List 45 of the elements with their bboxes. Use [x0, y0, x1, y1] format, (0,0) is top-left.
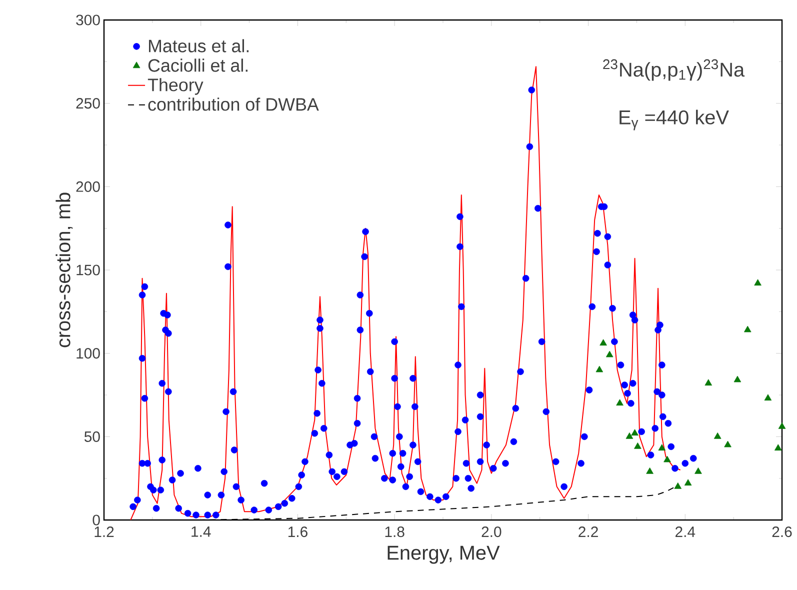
x-tick-label: 1.6 — [288, 526, 308, 538]
y-tick-label: 100 — [76, 348, 100, 359]
x-axis-title: Energy, MeV — [388, 546, 500, 564]
point — [658, 444, 666, 451]
point — [631, 429, 638, 436]
point — [664, 456, 671, 462]
legend-label: Theory — [148, 78, 204, 95]
legend-label: Caciolli et al. — [148, 58, 248, 72]
point — [684, 479, 692, 486]
x-tick-label: 2.0 — [482, 526, 502, 538]
point — [674, 482, 682, 489]
y-tick-label: 200 — [76, 181, 100, 192]
point — [616, 399, 624, 406]
point — [734, 376, 742, 382]
point — [764, 394, 772, 401]
point — [778, 422, 786, 429]
point — [634, 442, 642, 449]
point — [606, 350, 614, 358]
x-tick-label: 2.2 — [578, 526, 598, 537]
x-tick-label: 2.6 — [772, 526, 792, 538]
point — [704, 379, 712, 386]
point — [724, 440, 732, 448]
point — [714, 432, 722, 439]
x-tick-label: 1.8 — [385, 526, 404, 538]
point — [596, 366, 604, 372]
legend-label: contribution of DWBA — [148, 98, 319, 111]
point — [646, 467, 654, 474]
y-tick-label: 300 — [76, 14, 100, 26]
x-tick-label: 1.2 — [94, 526, 114, 537]
y-tick-label: 0 — [92, 514, 100, 526]
point — [744, 326, 752, 332]
point — [600, 339, 607, 346]
y-tick-label: 250 — [76, 98, 100, 109]
point — [754, 279, 762, 286]
point — [694, 467, 702, 474]
y-tick-label: 150 — [76, 264, 100, 276]
legend-label: Mateus et al. — [148, 39, 249, 52]
point — [774, 444, 782, 451]
point — [626, 432, 634, 439]
x-tick-label: 2.4 — [676, 526, 696, 537]
y-tick-label: 50 — [84, 431, 100, 442]
annotation: E$_{γ}$ =440 keV — [620, 110, 729, 130]
y-axis-title: cross-section, mb — [56, 192, 73, 348]
annotation: $^{23}$Na(p,p$_{1}$γ)$^{23}$Na — [603, 59, 745, 81]
x-tick-label: 1.4 — [192, 526, 211, 537]
